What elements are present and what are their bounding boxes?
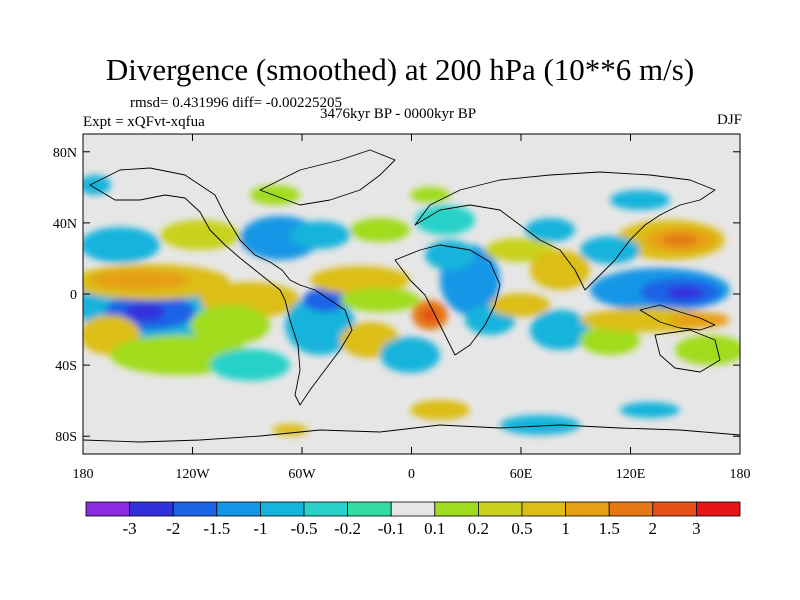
field-blob [272,424,308,436]
field-blob [500,415,580,435]
colorbar-label: 0.2 [468,519,489,538]
field-blob [525,218,575,242]
colorbar-label: -1 [253,519,267,538]
colorbar: -3 -2 -1.5 -1 -0.5 -0.2 -0.1 0.1 0.2 0.5 1 1.5 2 3 [85,501,741,538]
field-blob [485,238,555,262]
colorbar-label: -0.1 [378,519,405,538]
eurasia-coast [414,171,716,291]
field-blob [580,325,640,355]
colorbar-swatch [85,501,130,517]
season-label: DJF [716,112,742,128]
field-blob [580,236,640,264]
rmsd-label: rmsd= 0.431996 diff= -0.00225205 [130,95,343,111]
coastlines [83,149,740,443]
field-blob [290,221,350,249]
field-blob [190,305,270,345]
field-blob [620,402,680,418]
field-blob [125,303,165,321]
field-blob [410,400,470,420]
period-label: 3476kyr BP - 0000kyr BP [320,106,477,122]
field-blob [530,250,590,290]
colorbar-label: -0.5 [291,519,318,538]
y-tick-label: 80N [53,146,77,161]
field-blob [490,293,550,317]
field-blob [350,218,410,242]
colorbar-label: -2 [166,519,180,538]
experiment-label: Expt = xQFvt-xqfua [83,114,205,130]
colorbar-swatch [347,501,392,517]
field-blob [303,288,347,312]
field-blob [662,234,698,246]
africa-coast [394,244,501,356]
colorbar-label: 3 [692,519,701,538]
colorbar-swatch [303,501,348,517]
colorbar-label: -0.2 [334,519,361,538]
colorbar-label: -1.5 [203,519,230,538]
field-blob [610,190,670,210]
field-blob [83,175,111,195]
colorbar-label: 1.5 [599,519,620,538]
x-tick-label: 180 [73,467,94,482]
colorbar-swatch [172,501,218,517]
colorbar-swatch [521,501,566,517]
field-blob [530,310,590,350]
field-blob [422,308,438,322]
plot-title: Divergence (smoothed) at 200 hPa (10**6 … [105,52,695,87]
colorbar-swatch [216,501,261,517]
colorbar-label: 1 [561,519,570,538]
field-blob [675,335,740,365]
field-blob [160,220,240,250]
colorbar-swatch [434,501,479,517]
colorbar-label: 2 [649,519,658,538]
x-tick-label: 120E [616,467,646,482]
y-tick-label: 40S [55,359,77,374]
field-blob [667,286,703,300]
americas-coast [89,167,353,406]
colorbar-swatch [608,501,654,517]
colorbar-swatch [129,501,174,517]
maritime-continent-coast [639,304,716,331]
field-blob [340,288,420,312]
y-tick-label: 80S [55,430,77,445]
x-tick-label: 60E [510,467,533,482]
x-tick-label: 180 [730,467,751,482]
field-blob [425,240,475,270]
y-tick-label: 0 [70,288,77,303]
x-tick-label: 60W [288,467,316,482]
field-blob [380,337,440,373]
x-axis: 180 120W 60W 0 60E 120E 180 [73,134,751,482]
y-axis: 80N 40N 0 40S 80S [53,146,740,445]
y-tick-label: 40N [53,217,77,232]
field-blob [83,227,160,263]
colorbar-swatch [565,501,610,517]
australia-coast [654,329,721,373]
antarctica-coast [83,424,740,443]
field-blob [285,295,355,355]
field-blob [410,187,450,203]
divergence-field [83,134,740,454]
field-blob [210,349,290,381]
colorbar-label: 0.5 [511,519,532,538]
colorbar-label: 0.1 [424,519,445,538]
field-blob [415,205,475,235]
colorbar-label: -3 [123,519,137,538]
x-tick-label: 0 [408,467,415,482]
colorbar-swatch [477,501,523,517]
field-blob [90,270,190,290]
field-blob [310,266,410,294]
colorbar-swatch [696,501,741,517]
colorbar-swatch [652,501,697,517]
field-blob [670,312,730,328]
colorbar-swatch [390,501,436,517]
north-atlantic-coast [259,149,396,206]
x-tick-label: 120W [175,467,210,482]
colorbar-swatch [259,501,305,517]
